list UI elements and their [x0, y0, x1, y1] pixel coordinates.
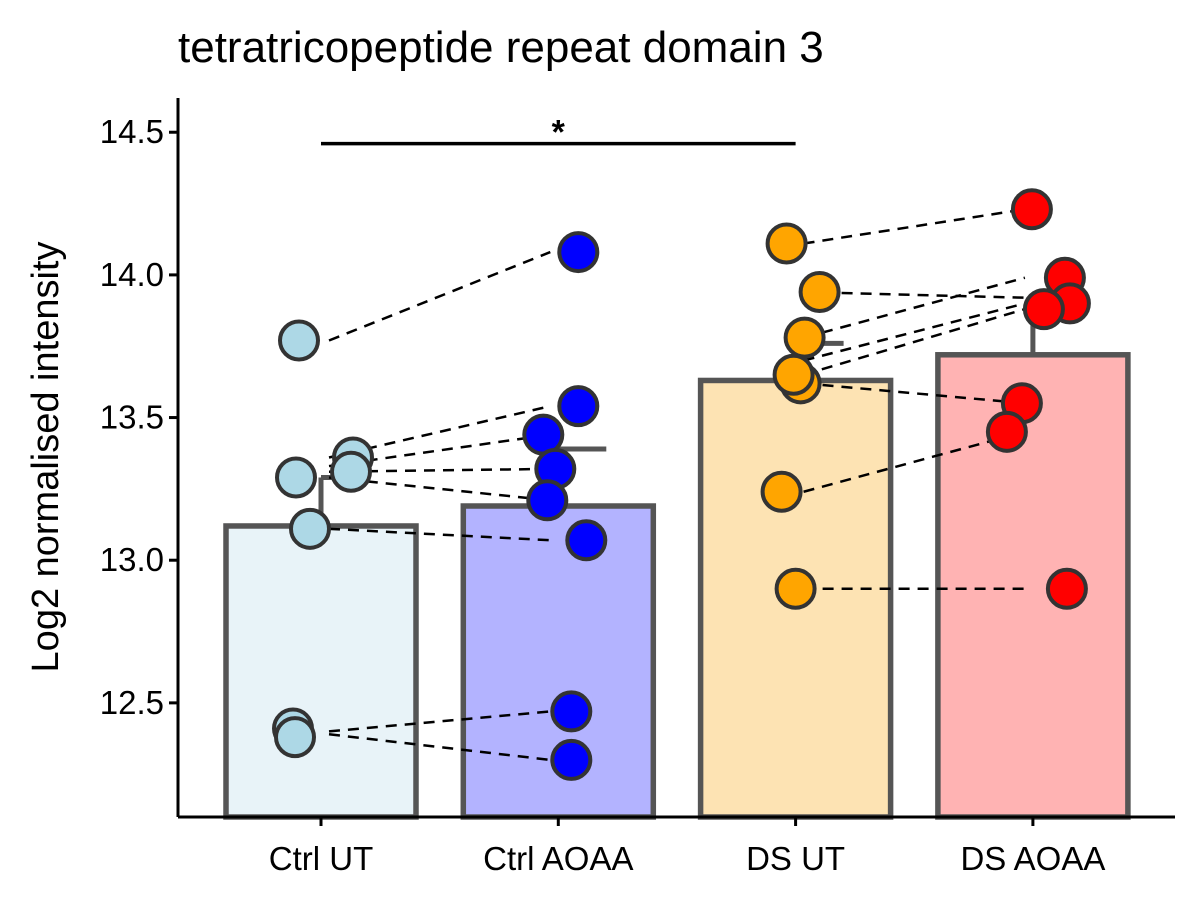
x-tick-label-3: DS AOAA [960, 840, 1105, 877]
chart-title: tetratricopeptide repeat domain 3 [178, 23, 824, 72]
y-tick-label-2: 13.5 [100, 399, 164, 436]
pair-line-11 [803, 302, 1026, 362]
data-point-0-0 [278, 319, 320, 362]
y-axis-label: Log2 normalised intensity [25, 242, 67, 673]
pair-line-8 [803, 208, 1026, 245]
x-tick-label-1: Ctrl AOAA [483, 840, 633, 877]
data-point-0-3 [330, 450, 372, 493]
data-point-2-0 [765, 222, 808, 265]
data-point-3-3 [1022, 288, 1065, 331]
data-point-1-4 [526, 479, 569, 522]
significance-label: * [552, 114, 566, 152]
plot-area: 12.5 13.0 13.5 14.0 14.5 Ctrl UT Ctrl AOAA DS U… [100, 98, 1175, 877]
y-tick-label-4: 14.5 [100, 113, 164, 150]
data-point-1-0 [557, 231, 600, 274]
data-point-2-5 [760, 470, 803, 513]
data-point-0-4 [289, 507, 331, 550]
data-point-3-6 [1045, 567, 1088, 610]
y-tick-label-0: 12.5 [100, 684, 164, 721]
pair-line-0 [328, 250, 551, 342]
bar-0 [223, 523, 419, 820]
data-point-0-6 [274, 716, 316, 759]
pair-line-12 [803, 307, 1026, 376]
data-point-1-5 [565, 519, 608, 562]
y-tick-label-1: 13.0 [100, 541, 164, 578]
y-tick-label-3: 14.0 [100, 256, 164, 293]
data-point-2-6 [774, 567, 817, 610]
data-point-3-0 [1010, 188, 1053, 231]
data-point-0-1 [275, 456, 317, 499]
data-point-3-5 [985, 410, 1028, 453]
bar-3 [935, 352, 1131, 820]
data-point-2-1 [798, 271, 841, 314]
data-point-1-6 [550, 690, 593, 733]
data-point-1-7 [550, 738, 593, 781]
data-point-2-4 [772, 353, 815, 396]
x-tick-label-0: Ctrl UT [269, 840, 373, 877]
x-tick-label-2: DS UT [746, 840, 845, 877]
pair-line-10 [803, 276, 1026, 339]
data-point-2-2 [783, 316, 826, 359]
data-point-1-1 [557, 385, 600, 428]
pair-line-14 [803, 430, 1026, 493]
